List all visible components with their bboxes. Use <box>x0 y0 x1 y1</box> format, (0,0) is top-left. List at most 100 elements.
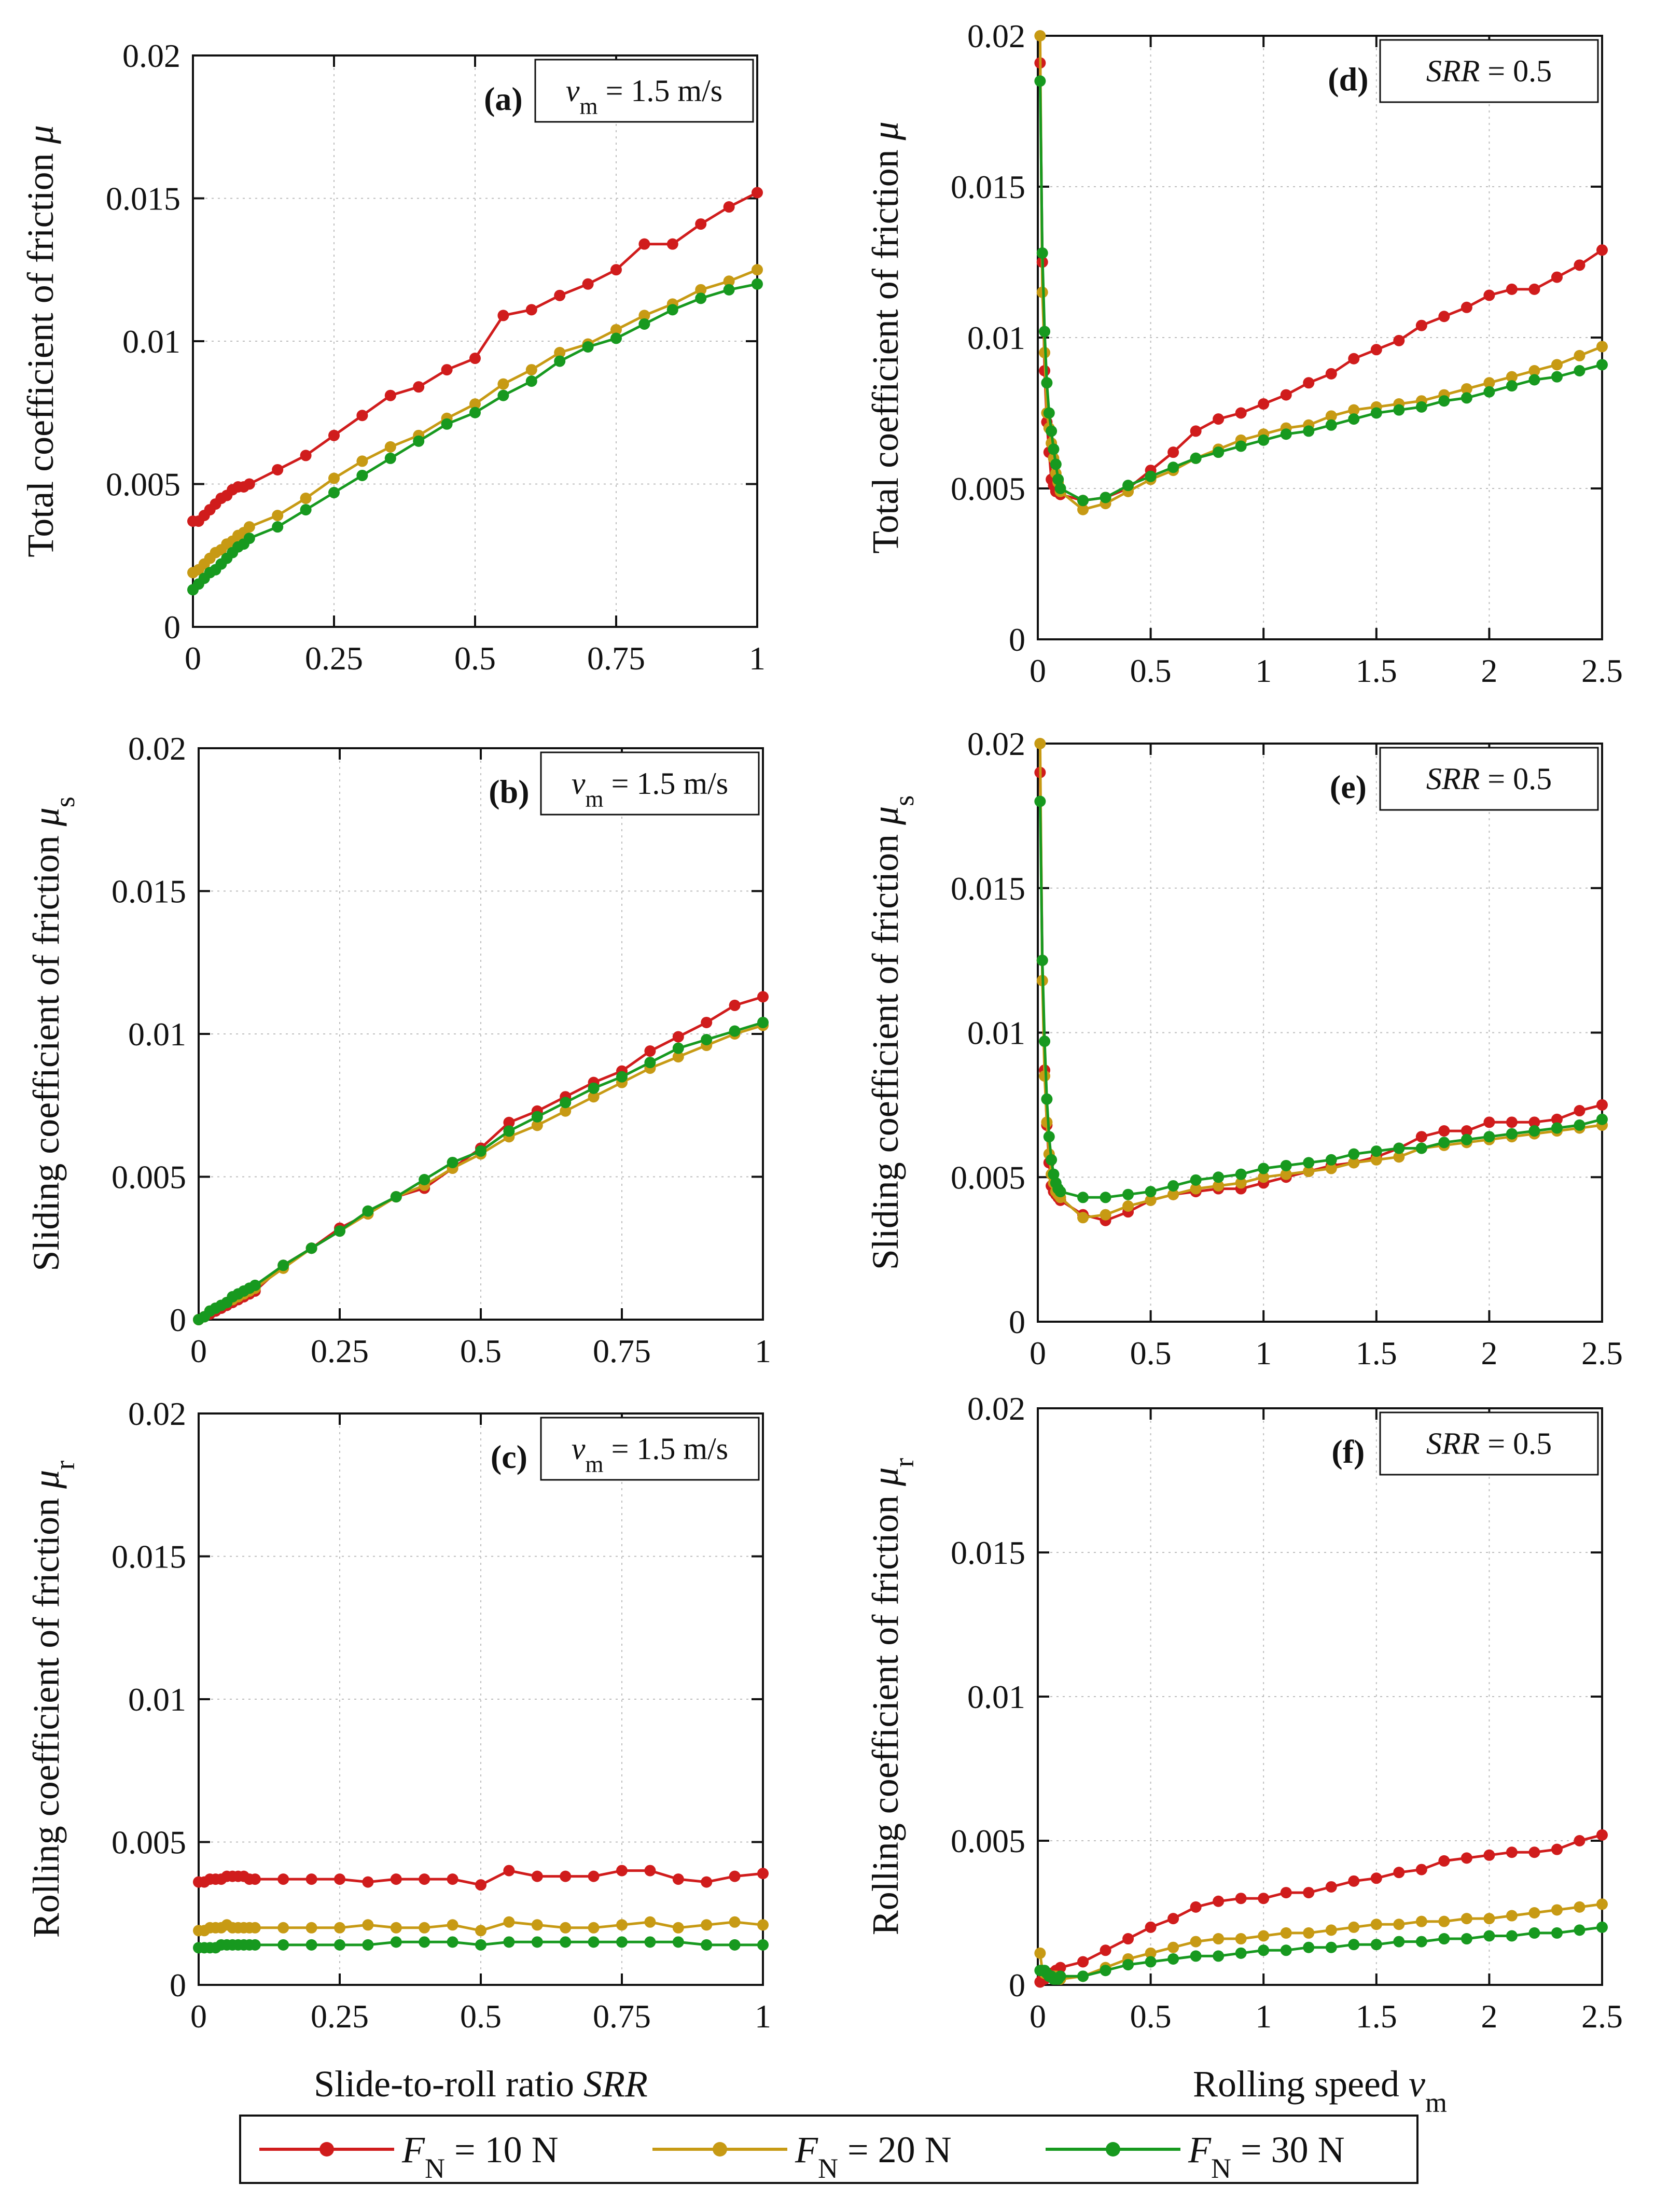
data-point <box>419 1922 430 1934</box>
data-point <box>1506 1128 1518 1140</box>
data-point <box>1039 1035 1051 1047</box>
y-axis-label-part: Rolling coefficient of friction <box>25 1489 67 1938</box>
data-point <box>1596 359 1608 371</box>
data-point <box>1145 470 1157 482</box>
data-point <box>1258 1944 1270 1956</box>
data-point <box>1393 1142 1405 1154</box>
y-tick-label: 0.015 <box>951 169 1025 205</box>
data-point <box>413 435 425 447</box>
data-point <box>1596 1113 1608 1125</box>
data-point <box>672 1031 684 1043</box>
data-point <box>1551 1927 1563 1939</box>
data-point <box>1370 344 1382 356</box>
data-point <box>1551 1113 1563 1125</box>
data-point <box>644 1916 656 1928</box>
data-point <box>666 238 678 250</box>
data-point <box>447 1936 458 1948</box>
data-point <box>1325 1154 1337 1166</box>
y-tick-label: 0 <box>1009 621 1025 658</box>
data-point <box>1415 319 1427 331</box>
data-point <box>277 1873 289 1885</box>
y-tick-label: 0 <box>164 609 180 646</box>
data-point <box>672 1042 684 1054</box>
data-point <box>1325 1941 1337 1953</box>
y-tick-label: 0.02 <box>967 18 1025 54</box>
y-axis-label-part: μ <box>865 1467 906 1487</box>
data-point <box>503 1936 515 1948</box>
data-point <box>1213 413 1225 425</box>
condition-box <box>534 59 754 123</box>
series-2 <box>1034 795 1608 1203</box>
data-point <box>1077 495 1089 507</box>
series-0 <box>187 187 763 527</box>
series-2 <box>1034 75 1608 507</box>
y-tick-label: 0.01 <box>967 1678 1025 1715</box>
y-axis-label: Rolling coefficient of friction μr <box>865 1458 920 1936</box>
y-tick-label: 0.015 <box>112 873 186 910</box>
x-tick-label: 1 <box>1255 1998 1272 2035</box>
data-point <box>1483 1849 1495 1861</box>
y-axis-label-part: s <box>888 795 920 806</box>
data-point <box>1046 425 1058 437</box>
data-point <box>1461 1125 1472 1137</box>
x-axis-label-part: m <box>1425 2087 1447 2118</box>
data-point <box>1348 1939 1360 1951</box>
data-point <box>1483 1913 1495 1925</box>
condition-box <box>540 1417 760 1481</box>
series-line <box>1038 81 1603 502</box>
data-point <box>1167 446 1179 458</box>
data-point <box>1528 1125 1540 1137</box>
data-point <box>475 1145 486 1157</box>
data-point <box>277 1939 289 1951</box>
data-point <box>362 1939 374 1951</box>
y-axis-label: Sliding coefficient of friction μs <box>865 795 920 1270</box>
data-point <box>1506 1930 1518 1942</box>
data-point <box>1393 404 1405 416</box>
data-point <box>1574 1901 1586 1913</box>
x-tick-label: 0 <box>185 640 201 677</box>
data-point <box>469 398 481 410</box>
data-point <box>1393 334 1405 346</box>
data-point <box>1213 1180 1225 1192</box>
legend-label: FN = 20 N <box>795 2129 952 2184</box>
y-tick-label: 0 <box>1009 1304 1025 1340</box>
data-point <box>757 1016 769 1028</box>
data-point <box>503 1916 515 1928</box>
data-point <box>1393 1919 1405 1930</box>
condition-text-part: m <box>586 1451 604 1477</box>
legend-label-part: N <box>818 2153 838 2184</box>
data-point <box>419 1936 430 1948</box>
data-point <box>1551 1122 1563 1134</box>
panel-label: (f) <box>1331 1433 1365 1470</box>
data-point <box>1528 1846 1540 1858</box>
x-tick-label: 1 <box>755 1333 771 1369</box>
condition-box <box>540 751 760 816</box>
data-point <box>1483 377 1495 389</box>
data-point <box>1506 371 1518 383</box>
data-point <box>1280 389 1292 401</box>
data-point <box>1258 1893 1270 1905</box>
x-tick-label: 0.5 <box>454 640 496 677</box>
data-point <box>1574 259 1586 271</box>
data-point <box>1506 1846 1518 1858</box>
data-point <box>249 1279 261 1291</box>
condition-text-part: SRR <box>1426 762 1480 796</box>
data-point <box>1393 1151 1405 1163</box>
x-axis-label-part: SRR <box>583 2063 648 2105</box>
data-point <box>272 464 284 475</box>
x-tick-label: 2.5 <box>1581 652 1623 689</box>
data-point <box>1100 492 1111 503</box>
data-point <box>1190 1183 1202 1195</box>
y-tick-label: 0.015 <box>106 180 180 217</box>
data-point <box>752 264 763 276</box>
panel-label: (d) <box>1328 61 1368 97</box>
data-point <box>757 1919 769 1931</box>
data-point <box>525 364 537 376</box>
data-point <box>1190 1174 1202 1186</box>
data-point <box>1348 1148 1360 1160</box>
data-point <box>1596 1829 1608 1841</box>
condition-text-part: = 1.5 m/s <box>598 74 723 108</box>
y-tick-label: 0.005 <box>951 1823 1025 1859</box>
panel-a: 0 0.005 0.01 0.015 0.02 0 0.25 0.5 0.75 1 (a) vm = … <box>20 37 766 677</box>
